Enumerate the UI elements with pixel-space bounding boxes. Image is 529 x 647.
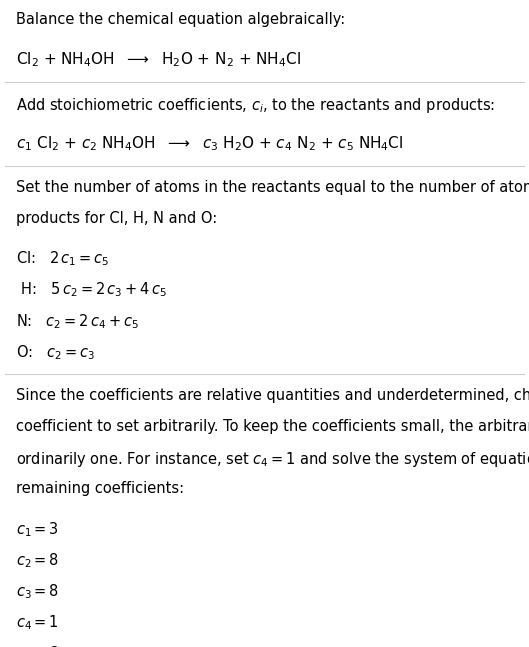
Text: $c_3 = 8$: $c_3 = 8$	[16, 582, 59, 601]
Text: $c_1$ Cl$_2$ + $c_2$ NH$_4$OH  $\longrightarrow$  $c_3$ H$_2$O + $c_4$ N$_2$ + $: $c_1$ Cl$_2$ + $c_2$ NH$_4$OH $\longrigh…	[16, 135, 403, 153]
Text: Cl$_2$ + NH$_4$OH  $\longrightarrow$  H$_2$O + N$_2$ + NH$_4$Cl: Cl$_2$ + NH$_4$OH $\longrightarrow$ H$_2…	[16, 50, 301, 69]
Text: H:   $5\,c_2 = 2\,c_3 + 4\,c_5$: H: $5\,c_2 = 2\,c_3 + 4\,c_5$	[16, 281, 167, 300]
Text: Since the coefficients are relative quantities and underdetermined, choose a: Since the coefficients are relative quan…	[16, 388, 529, 403]
Text: products for Cl, H, N and O:: products for Cl, H, N and O:	[16, 211, 217, 226]
Text: $c_5 = 6$: $c_5 = 6$	[16, 644, 59, 647]
Text: Set the number of atoms in the reactants equal to the number of atoms in the: Set the number of atoms in the reactants…	[16, 180, 529, 195]
Text: $c_4 = 1$: $c_4 = 1$	[16, 613, 59, 632]
Text: Cl:   $2\,c_1 = c_5$: Cl: $2\,c_1 = c_5$	[16, 250, 110, 269]
Text: $c_1 = 3$: $c_1 = 3$	[16, 520, 59, 539]
Text: coefficient to set arbitrarily. To keep the coefficients small, the arbitrary va: coefficient to set arbitrarily. To keep …	[16, 419, 529, 434]
Text: N:   $c_2 = 2\,c_4 + c_5$: N: $c_2 = 2\,c_4 + c_5$	[16, 312, 139, 331]
Text: Balance the chemical equation algebraically:: Balance the chemical equation algebraica…	[16, 12, 345, 27]
Text: O:   $c_2 = c_3$: O: $c_2 = c_3$	[16, 343, 95, 362]
Text: ordinarily one. For instance, set $c_4 = 1$ and solve the system of equations fo: ordinarily one. For instance, set $c_4 =…	[16, 450, 529, 469]
Text: remaining coefficients:: remaining coefficients:	[16, 481, 184, 496]
Text: $c_2 = 8$: $c_2 = 8$	[16, 551, 59, 570]
Text: Add stoichiometric coefficients, $c_i$, to the reactants and products:: Add stoichiometric coefficients, $c_i$, …	[16, 96, 495, 115]
